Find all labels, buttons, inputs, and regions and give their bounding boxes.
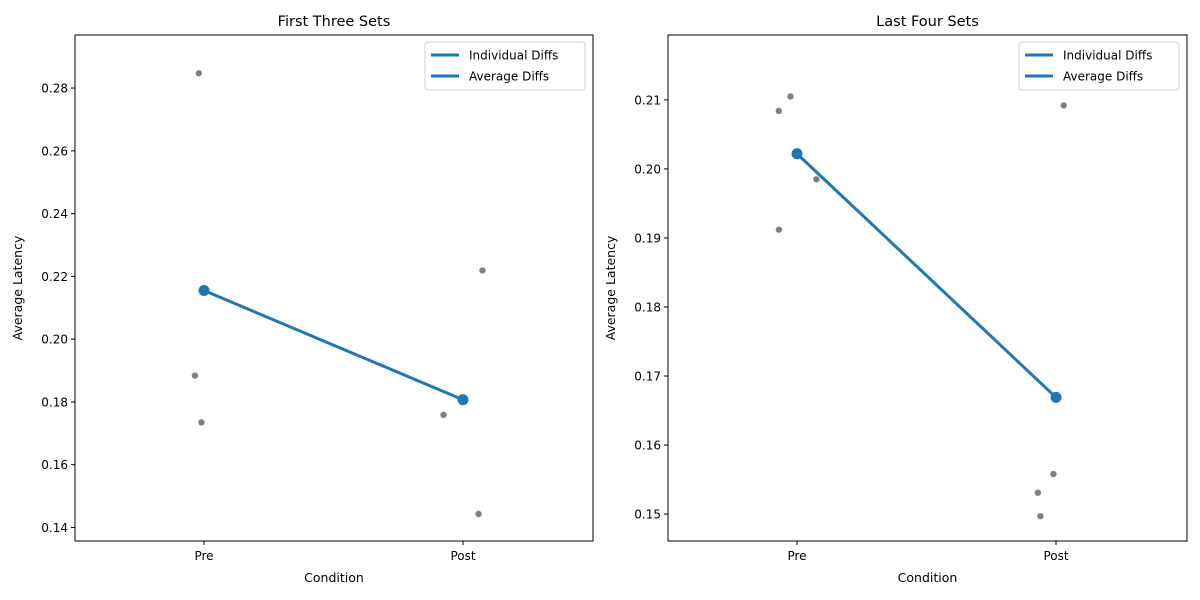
y-tick-label: 0.16 — [41, 458, 68, 472]
x-axis-label: Condition — [304, 570, 364, 585]
legend-label: Individual Diffs — [1063, 49, 1152, 63]
average-line — [795, 152, 1058, 399]
y-tick-label: 0.21 — [634, 93, 661, 107]
average-point — [1050, 391, 1062, 403]
legend-box — [424, 41, 586, 91]
subplot-1: First Three Sets 0.14 0.16 0.18 0.20 0.22 0.24… — [10, 14, 594, 585]
y-tick-label: 0.18 — [634, 300, 661, 314]
x-axis-label: Condition — [898, 570, 958, 585]
individual-point — [787, 93, 794, 100]
y-tick-label: 0.24 — [41, 207, 68, 221]
x-tick-label: Post — [450, 549, 475, 563]
y-tick-label: 0.26 — [41, 144, 68, 158]
axes-frame — [74, 34, 594, 542]
chart-title: Last Four Sets — [876, 14, 979, 30]
individual-point — [775, 226, 783, 233]
y-tick-label: 0.16 — [634, 439, 661, 453]
subplot-2: Last Four Sets 0.15 0.16 0.17 0.18 0.19 0.20 0.… — [603, 14, 1188, 585]
legend-box — [1018, 41, 1180, 91]
individual-point — [1034, 489, 1042, 496]
individual-point — [198, 419, 205, 426]
y-tick-label: 0.19 — [634, 231, 661, 245]
y-tick-label: 0.22 — [41, 270, 68, 284]
y-tick-label: 0.20 — [41, 333, 68, 347]
individual-point — [1037, 512, 1044, 520]
x-tick-label: Pre — [194, 549, 213, 563]
chart-title: First Three Sets — [278, 14, 391, 30]
x-tick-label: Post — [1043, 549, 1068, 563]
axes-frame — [667, 34, 1188, 542]
average-point — [791, 148, 803, 160]
y-axis-label: Average Latency — [603, 235, 618, 340]
individual-point — [479, 267, 486, 274]
average-point — [457, 394, 469, 406]
individual-point — [1060, 102, 1067, 109]
average-point — [198, 285, 210, 297]
y-tick-label: 0.20 — [634, 162, 661, 176]
individual-point — [195, 70, 203, 77]
individual-point — [1050, 470, 1057, 478]
legend-label: Average Diffs — [1063, 70, 1143, 84]
y-tick-label: 0.17 — [634, 370, 661, 384]
individual-point — [813, 176, 820, 183]
y-tick-label: 0.14 — [41, 521, 68, 535]
individual-point — [191, 372, 199, 379]
y-tick-label: 0.15 — [634, 508, 661, 522]
average-line — [203, 289, 464, 402]
y-tick-label: 0.18 — [41, 395, 68, 409]
x-tick-label: Pre — [787, 549, 806, 563]
y-tick-label: 0.28 — [41, 82, 68, 96]
individual-point — [475, 510, 482, 518]
legend-label: Individual Diffs — [469, 49, 558, 63]
individual-point — [440, 411, 447, 419]
individual-point — [775, 107, 783, 115]
legend-label: Average Diffs — [469, 70, 549, 84]
y-axis-label: Average Latency — [10, 235, 25, 340]
